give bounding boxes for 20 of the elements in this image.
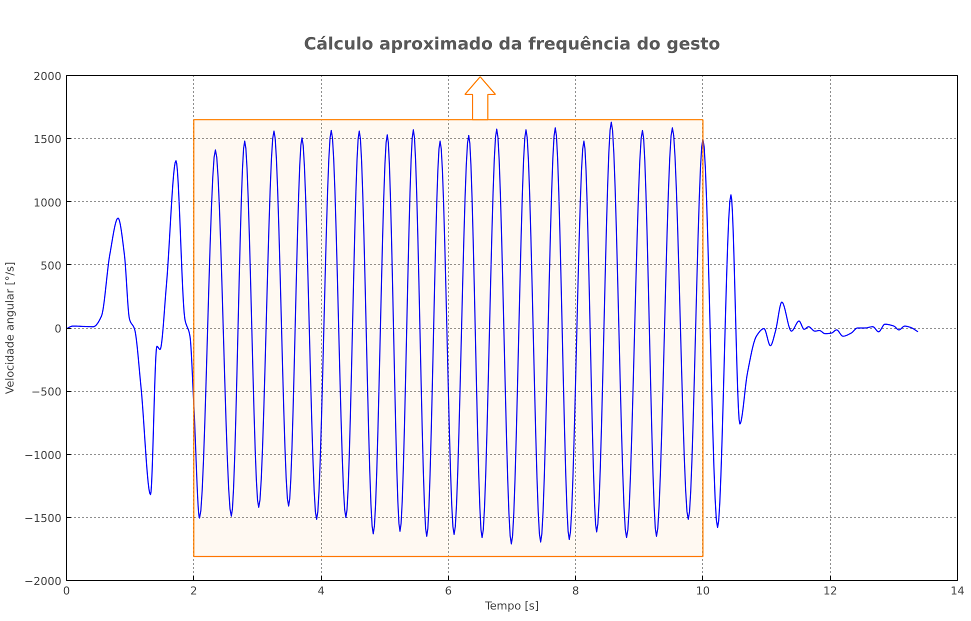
y-tick-label: 500 — [40, 259, 62, 272]
y-tick-label: 2000 — [34, 70, 62, 83]
y-tick-label: −2000 — [24, 575, 62, 588]
x-tick-label: 10 — [696, 584, 710, 598]
x-tick-label: 8 — [572, 584, 580, 598]
x-axis-title: Tempo [s] — [484, 600, 539, 612]
y-tick-label: 1000 — [34, 196, 62, 210]
x-tick-label: 0 — [63, 584, 70, 598]
y-tick-label: −1500 — [24, 512, 62, 525]
x-tick-label: 6 — [444, 584, 452, 598]
x-tick-label: 2 — [190, 584, 198, 598]
y-tick-label: −1000 — [24, 448, 62, 462]
x-tick-label: 4 — [318, 584, 325, 598]
y-axis-title: Velocidade angular [°/s] — [3, 262, 16, 394]
chart-title: Cálculo aproximado da frequência do gesto — [304, 34, 720, 54]
x-tick-label: 12 — [823, 584, 838, 598]
y-tick-label: 0 — [54, 322, 62, 336]
y-tick-label: 1500 — [34, 133, 62, 146]
x-tick-label: 14 — [950, 584, 964, 598]
y-tick-label: −500 — [31, 386, 62, 399]
